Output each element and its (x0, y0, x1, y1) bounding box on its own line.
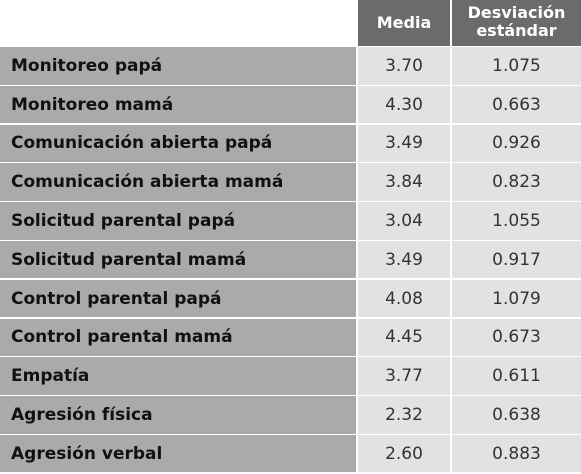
row-label: Comunicación abierta mamá (0, 163, 356, 201)
table-row: Agresión verbal 2.60 0.883 (0, 434, 581, 473)
row-std-dev-value: 0.883 (452, 434, 581, 473)
header-sd-line2: estándar (476, 21, 557, 40)
row-label: Agresión física (0, 396, 356, 434)
row-media-value: 4.30 (358, 85, 450, 124)
table-header: Media Desviación estándar (0, 0, 581, 46)
row-label: Solicitud parental papá (0, 202, 356, 240)
header-blank-cell (0, 0, 356, 46)
row-media-value: 3.84 (358, 163, 450, 201)
row-label: Solicitud parental mamá (0, 240, 356, 279)
header-media-label: Media (376, 13, 432, 32)
row-std-dev-value: 0.663 (452, 85, 581, 124)
row-label: Monitoreo mamá (0, 85, 356, 124)
row-std-dev-value: 1.079 (452, 279, 581, 318)
table-row: Empatía 3.77 0.611 (0, 357, 581, 395)
row-std-dev-value: 1.055 (452, 202, 581, 240)
row-std-dev-value: 0.673 (452, 318, 581, 357)
table-row: Comunicación abierta mamá 3.84 0.823 (0, 163, 581, 201)
table-row: Monitoreo papá 3.70 1.075 (0, 47, 581, 85)
row-media-value: 3.77 (358, 357, 450, 395)
header-std-dev: Desviación estándar (452, 0, 581, 46)
row-label: Comunicación abierta papá (0, 124, 356, 163)
row-std-dev-value: 0.917 (452, 240, 581, 279)
row-media-value: 3.70 (358, 47, 450, 85)
row-label: Control parental mamá (0, 318, 356, 357)
row-std-dev-value: 0.638 (452, 396, 581, 434)
table-row: Control parental papá 4.08 1.079 (0, 279, 581, 318)
row-media-value: 3.04 (358, 202, 450, 240)
row-label: Monitoreo papá (0, 47, 356, 85)
table-row: Solicitud parental papá 3.04 1.055 (0, 202, 581, 240)
row-std-dev-value: 0.823 (452, 163, 581, 201)
row-std-dev-value: 0.611 (452, 357, 581, 395)
row-label: Agresión verbal (0, 434, 356, 473)
table-body: Monitoreo papá 3.70 1.075 Monitoreo mamá 4.3… (0, 47, 581, 474)
row-media-value: 4.08 (358, 279, 450, 318)
row-label: Control parental papá (0, 279, 356, 318)
table-row: Monitoreo mamá 4.30 0.663 (0, 85, 581, 124)
row-std-dev-value: 0.926 (452, 124, 581, 163)
row-media-value: 2.60 (358, 434, 450, 473)
row-media-value: 2.32 (358, 396, 450, 434)
row-std-dev-value: 1.075 (452, 47, 581, 85)
row-media-value: 3.49 (358, 124, 450, 163)
table-row: Solicitud parental mamá 3.49 0.917 (0, 240, 581, 279)
row-media-value: 4.45 (358, 318, 450, 357)
table-row: Agresión física 2.32 0.638 (0, 396, 581, 434)
header-media: Media (358, 0, 450, 46)
table-row: Control parental mamá 4.45 0.673 (0, 318, 581, 357)
table-row: Comunicación abierta papá 3.49 0.926 (0, 124, 581, 163)
row-media-value: 3.49 (358, 240, 450, 279)
header-sd-line1: Desviación (467, 3, 566, 22)
row-label: Empatía (0, 357, 356, 395)
